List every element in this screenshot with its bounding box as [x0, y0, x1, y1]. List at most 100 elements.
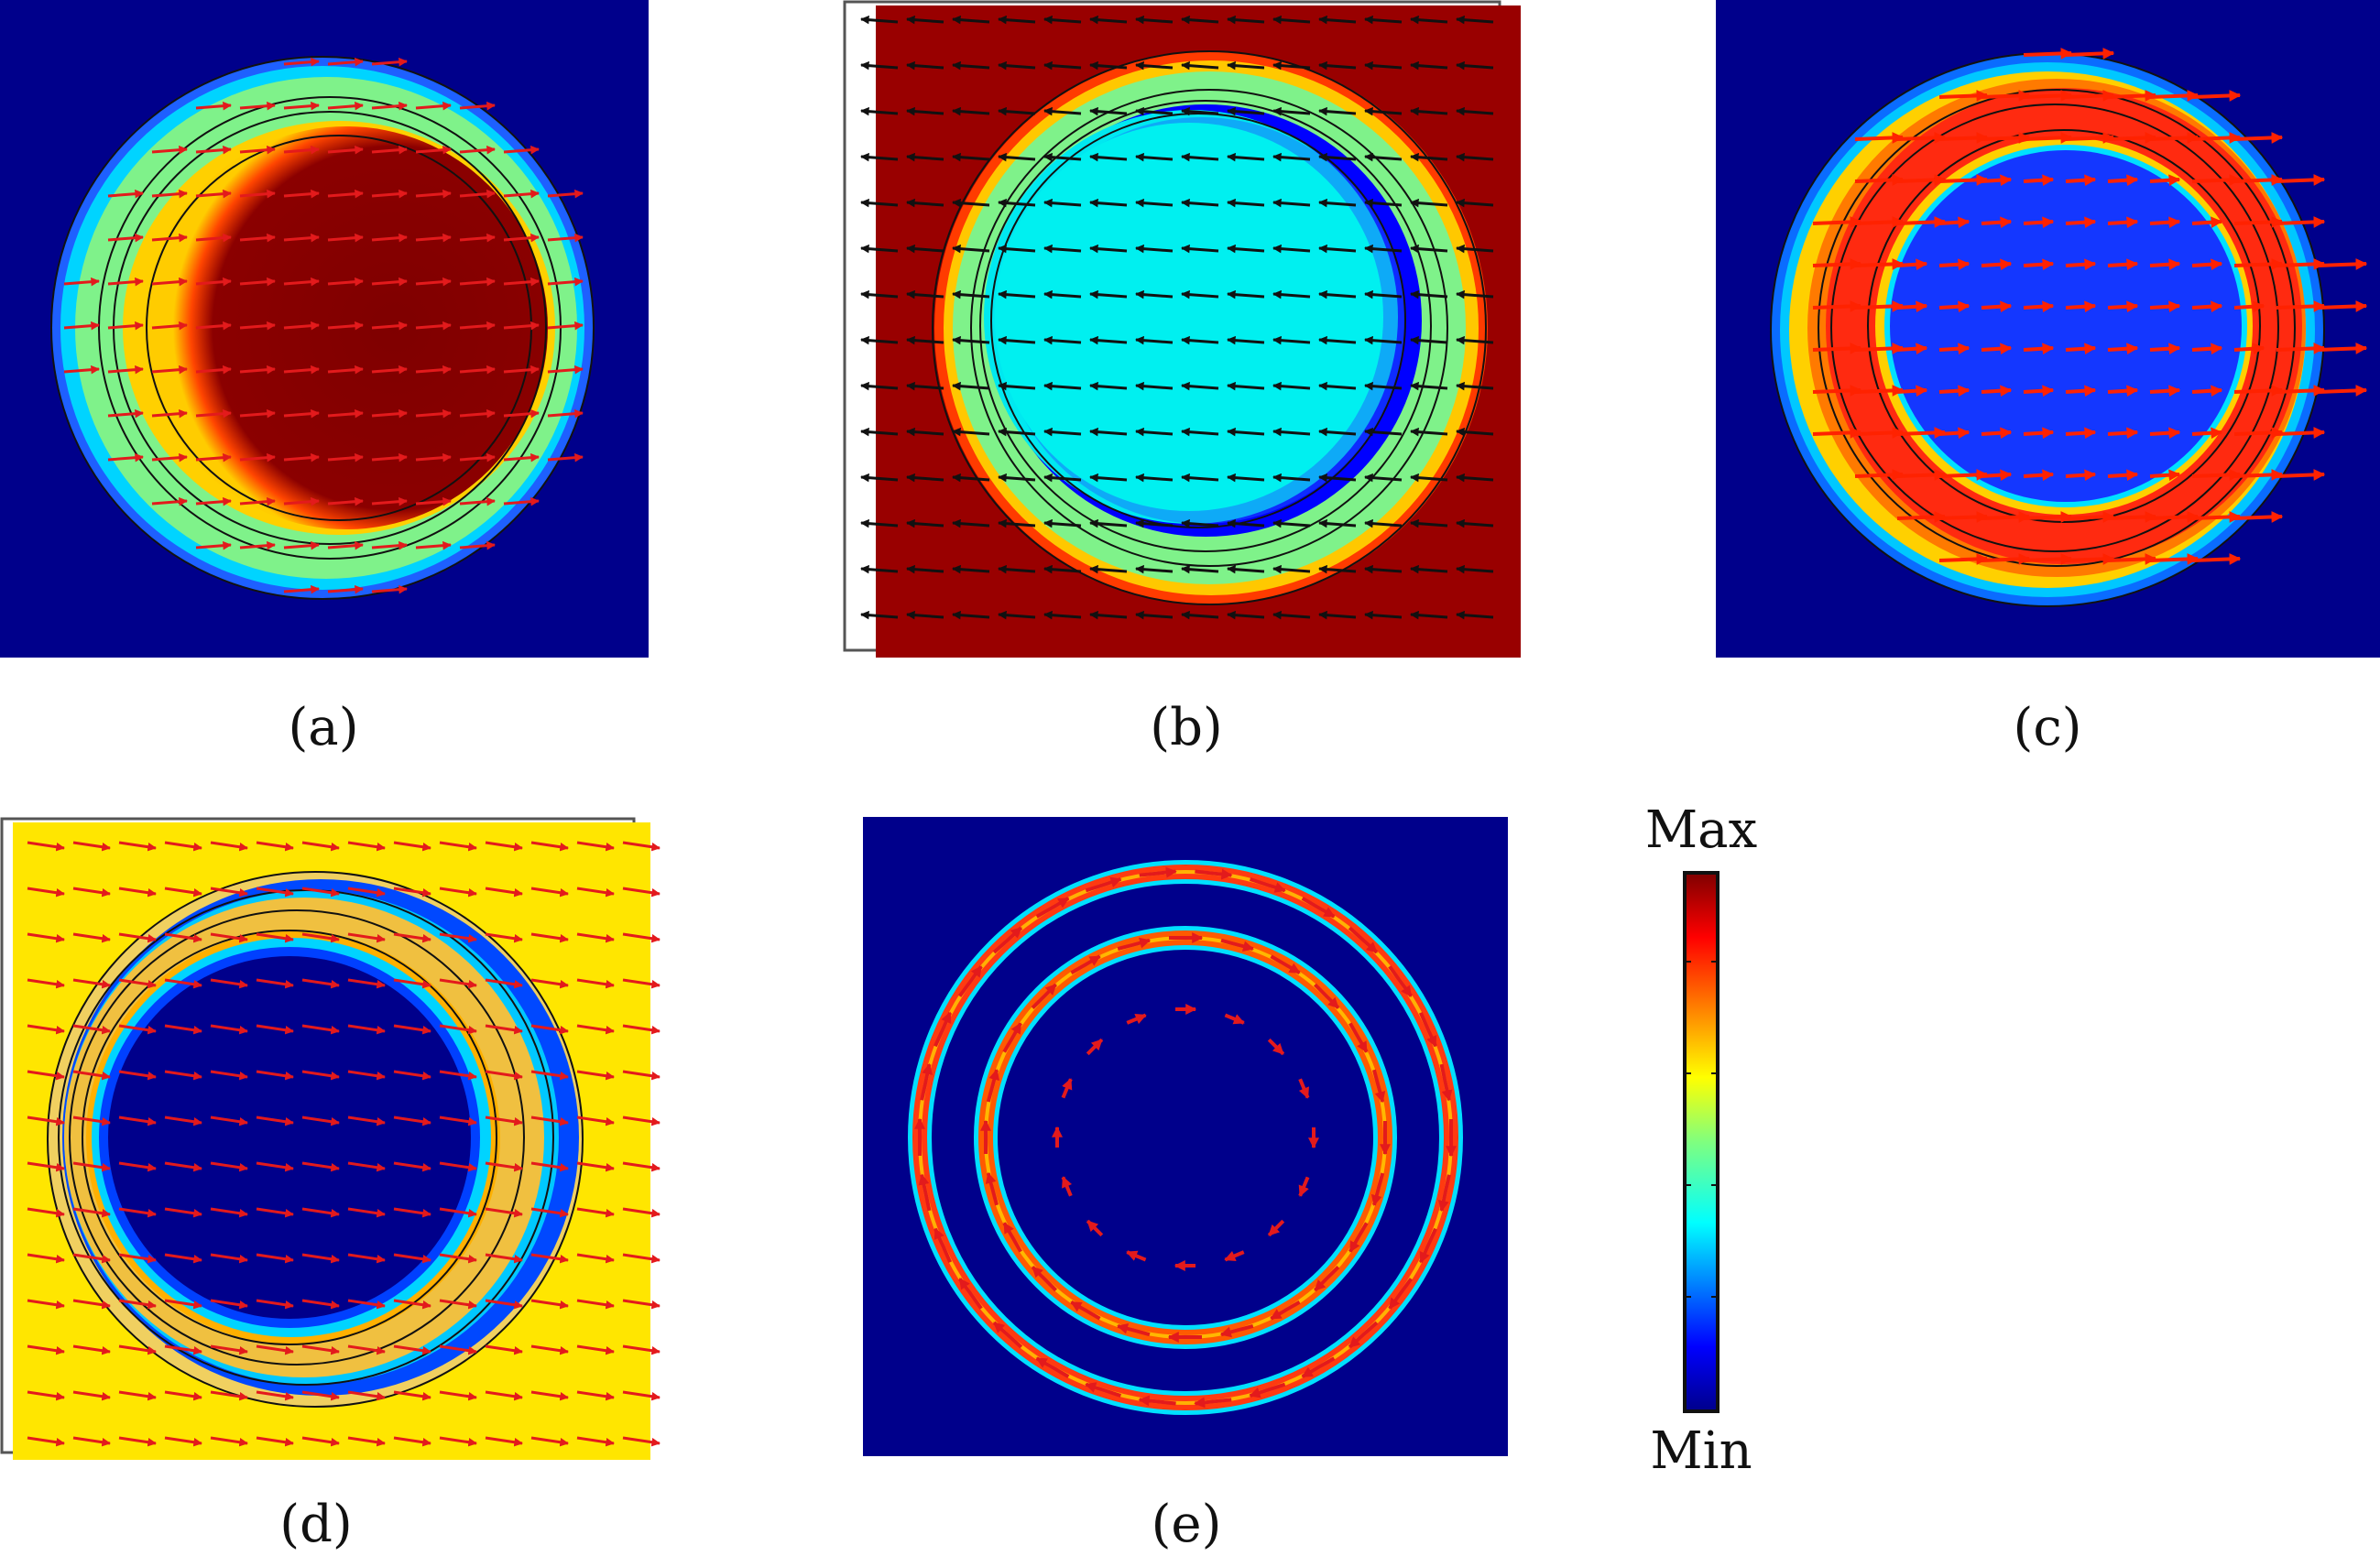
vector-arrow [2107, 300, 2139, 313]
vector-arrow [1249, 1382, 1286, 1398]
vector-arrow [530, 1299, 569, 1310]
vector-arrow [485, 1070, 523, 1081]
vector-arrow [415, 277, 452, 287]
vector-arrow [63, 277, 100, 287]
vector-arrow [1456, 381, 1494, 391]
vector-arrow [530, 1115, 569, 1126]
vector-arrow [622, 841, 661, 852]
vector-arrow [952, 473, 990, 483]
vector-arrow [1410, 381, 1448, 391]
vector-arrow [327, 321, 364, 331]
vector-arrow [2023, 216, 2055, 229]
vector-arrow [1227, 289, 1265, 299]
vector-arrow [530, 1024, 569, 1035]
vector-arrow [1812, 343, 1862, 354]
vector-arrow [1410, 564, 1448, 574]
vector-arrow [860, 60, 899, 71]
vector-arrow [1089, 427, 1128, 437]
vector-arrow [576, 1207, 615, 1218]
vector-arrow [1314, 983, 1340, 1009]
vector-arrow [118, 1207, 157, 1218]
vector-arrow [1135, 60, 1174, 71]
vector-arrow [107, 321, 144, 331]
vector-arrow [347, 887, 386, 898]
vector-arrow [239, 540, 276, 550]
vector-arrow [1981, 174, 2013, 187]
vector-arrow [1181, 518, 1219, 528]
vector-arrow [1456, 335, 1494, 345]
vector-arrow [1439, 1063, 1453, 1102]
vector-arrow [27, 841, 65, 852]
vector-arrow [1896, 427, 1947, 439]
vector-arrow [151, 321, 188, 331]
vector-arrow [459, 408, 496, 419]
vector-arrow [860, 289, 899, 299]
vector-arrow [1272, 244, 1311, 254]
vector-arrow [459, 452, 496, 462]
vector-arrow [1418, 1227, 1437, 1264]
caption-a: (a) [288, 698, 359, 757]
vector-arrow [503, 365, 540, 375]
vector-arrow [860, 335, 899, 345]
vector-arrow [371, 584, 408, 594]
vector-arrow [1364, 564, 1403, 574]
vector-arrow [393, 1115, 431, 1126]
vector-arrow [1410, 152, 1448, 162]
vector-arrow [503, 408, 540, 419]
vector-arrow [1227, 518, 1265, 528]
vector-arrow [2318, 385, 2368, 397]
vector-arrow [1089, 564, 1128, 574]
vector-arrow [1227, 60, 1265, 71]
vector-arrow [27, 1436, 65, 1447]
vector-arrow [371, 496, 408, 506]
vector-arrow [998, 381, 1036, 391]
vector-arrow [439, 1299, 477, 1310]
vector-arrow [1981, 385, 2013, 397]
vector-arrow [530, 1207, 569, 1218]
vector-arrow [1070, 1300, 1101, 1321]
vector-arrow [2191, 427, 2223, 440]
vector-arrow [860, 518, 899, 528]
vector-arrow [347, 1207, 386, 1218]
vector-arrow [301, 932, 340, 943]
vector-arrow [998, 518, 1036, 528]
vector-arrow [1938, 553, 1989, 565]
vector-arrow [1371, 1069, 1386, 1104]
vector-arrow [1043, 244, 1082, 254]
vector-arrow [195, 189, 232, 199]
vector-arrow [503, 233, 540, 243]
panel-d [0, 817, 661, 1460]
vector-arrow [371, 452, 408, 462]
vector-arrow [906, 381, 944, 391]
vector-arrow [151, 365, 188, 375]
vector-arrow [952, 198, 990, 208]
vector-arrow [503, 452, 540, 462]
vector-arrow [1896, 216, 1947, 228]
vector-arrow [27, 1115, 65, 1126]
vector-arrow [2107, 385, 2139, 397]
vector-arrow [72, 1070, 111, 1081]
vector-arrow [210, 1024, 248, 1035]
vector-arrow [393, 1161, 431, 1172]
vector-arrow [1227, 335, 1265, 345]
vector-arrow [2107, 553, 2157, 565]
vector-arrow [1043, 15, 1082, 25]
vector-arrow [439, 1161, 477, 1172]
vector-arrow [72, 1299, 111, 1310]
vector-arrow [485, 887, 523, 898]
vector-arrow [256, 1115, 294, 1126]
vector-arrow [239, 496, 276, 506]
vector-arrow [1117, 937, 1152, 952]
vector-arrow [1135, 473, 1174, 483]
vector-arrow [27, 1161, 65, 1172]
vector-arrow [576, 1253, 615, 1264]
vector-arrow [622, 1299, 661, 1310]
vector-arrow [1938, 427, 1971, 440]
vector-arrow [1227, 244, 1265, 254]
vector-arrow [2023, 427, 2055, 440]
vector-arrow [1854, 258, 1905, 270]
vector-arrow [2023, 90, 2073, 102]
vector-arrow [151, 408, 188, 419]
vector-arrow [1318, 381, 1357, 391]
vector-arrow [530, 1344, 569, 1355]
